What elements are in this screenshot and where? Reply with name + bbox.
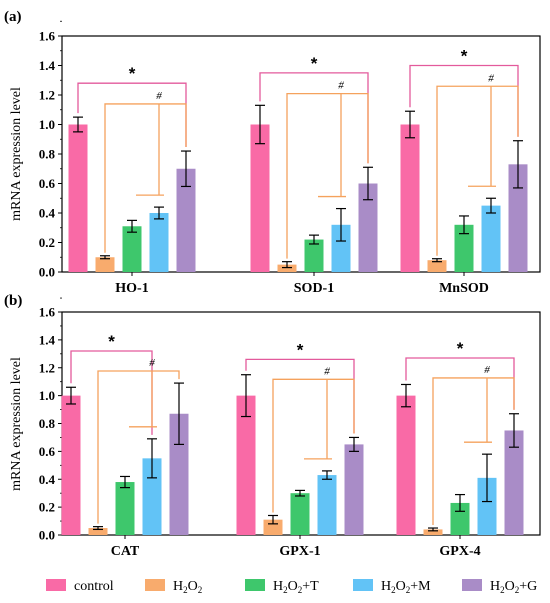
significance-bracket: [70, 350, 153, 435]
legend-label: control: [74, 579, 114, 594]
y-tick-label: 0.2: [39, 235, 55, 250]
significance-star: *: [457, 339, 464, 358]
legend-item: H2O2: [145, 579, 202, 595]
bar: [61, 395, 81, 535]
bar: [290, 493, 310, 535]
significance-star: *: [129, 64, 136, 83]
legend-swatch: [145, 579, 165, 591]
bar: [477, 477, 497, 535]
y-axis-label: mRNA expression level: [9, 357, 24, 491]
legend-label: H2O2: [173, 579, 202, 595]
legend-label: H2O2+G: [490, 579, 537, 595]
significance-bracket: [405, 357, 515, 410]
legend-item: H2O2+M: [353, 579, 431, 595]
legend-item: H2O2+G: [462, 579, 537, 595]
bar: [95, 257, 115, 272]
significance-star: *: [297, 340, 304, 359]
significance-bracket: [259, 72, 369, 164]
significance-star: *: [461, 47, 468, 66]
significance-bracket: [77, 82, 187, 148]
category-label: SOD-1: [294, 281, 334, 296]
legend-swatch: [245, 579, 265, 591]
bar: [176, 168, 196, 272]
panel-label: (a): [4, 9, 22, 25]
bar: [358, 183, 378, 272]
significance-hash: #: [149, 357, 155, 369]
significance-hash: #: [484, 364, 490, 376]
y-tick-label: 1.4: [39, 58, 56, 73]
y-tick-label: 0.8: [39, 416, 56, 431]
hash-bracket: [97, 370, 180, 524]
y-tick-label: 0.6: [39, 444, 56, 459]
bar: [423, 529, 443, 535]
bar: [236, 395, 256, 535]
bar: [454, 224, 474, 272]
y-tick-label: 1.0: [39, 388, 55, 403]
y-tick-label: 1.2: [39, 360, 55, 375]
legend-item: H2O2+T: [245, 579, 319, 595]
category-label: CAT: [111, 544, 140, 559]
y-tick-label: 1.2: [39, 88, 55, 103]
significance-hash: #: [338, 80, 344, 92]
panel-label: (b): [4, 293, 22, 309]
bar: [250, 124, 270, 272]
bar: [400, 124, 420, 272]
y-tick-label: 0.0: [39, 265, 55, 280]
y-tick-label: 0.0: [39, 528, 55, 543]
significance-hash: #: [324, 365, 330, 377]
y-tick-label: 0.4: [39, 206, 56, 221]
y-tick-label: 0.2: [39, 500, 55, 515]
bar: [277, 264, 297, 272]
significance-star: *: [311, 54, 318, 73]
bar: [508, 164, 528, 272]
legend-item: control: [46, 579, 114, 594]
bar: [481, 205, 501, 272]
y-tick-label: 1.0: [39, 117, 55, 132]
significance-bracket: [409, 64, 519, 137]
hash-bracket: [272, 378, 355, 513]
bar: [396, 395, 416, 535]
bar: [88, 528, 108, 535]
category-label: GPX-4: [439, 544, 480, 559]
y-tick-label: 0.8: [39, 147, 56, 162]
bar: [122, 226, 142, 272]
hash-bracket: [436, 85, 519, 256]
significance-hash: #: [156, 90, 162, 102]
bar: [304, 239, 324, 272]
hash-bracket: [286, 92, 369, 259]
legend-swatch: [46, 579, 66, 591]
y-tick-label: 0.6: [39, 176, 56, 191]
legend-swatch: [353, 579, 373, 591]
bar: [344, 444, 364, 535]
hash-bracket: [432, 377, 515, 526]
significance-star: *: [108, 332, 115, 351]
y-tick-label: 1.6: [39, 305, 56, 320]
bar: [68, 124, 88, 272]
legend-label: H2O2+M: [381, 579, 431, 595]
legend: control H2O2 H2O2+T H2O2+M H2O2+G: [46, 579, 537, 595]
legend-swatch: [462, 579, 482, 591]
bar: [427, 260, 447, 272]
hash-bracket: [104, 103, 187, 253]
y-tick-label: 1.4: [39, 332, 56, 347]
category-label: MnSOD: [439, 281, 489, 296]
chart-panel-a: (a) 0.0 0.2 0.4 0.6 0.8 1.0 1.2 1.4 1.6 mRNA expre…: [4, 9, 541, 296]
y-axis-label: mRNA expression level: [9, 87, 24, 221]
category-label: GPX-1: [279, 544, 320, 559]
bar: [149, 213, 169, 272]
category-label: HO-1: [115, 281, 148, 296]
chart-panel-b: (b) 0.0 0.2 0.4 0.6 0.8 1.0 1.2 1.4 1.6 mRNA expre…: [4, 293, 541, 559]
y-tick-label: 0.4: [39, 472, 56, 487]
bar: [504, 430, 524, 535]
y-tick-label: 1.6: [39, 29, 56, 44]
bar: [115, 482, 135, 535]
significance-hash: #: [488, 72, 494, 84]
significance-bracket: [245, 358, 355, 434]
legend-label: H2O2+T: [273, 579, 319, 595]
bar: [317, 475, 337, 535]
bar: [331, 224, 351, 272]
